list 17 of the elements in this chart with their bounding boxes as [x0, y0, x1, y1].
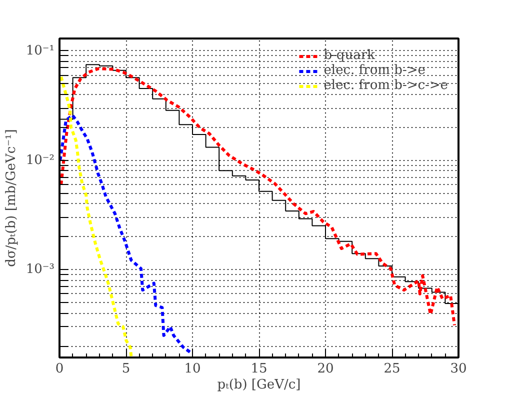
x-tick-label: 0 [55, 362, 64, 376]
y-tick-label: 10⁻³ [26, 262, 55, 278]
legend-label: elec. from b->c->e [324, 78, 448, 93]
line-series [60, 114, 194, 355]
x-tick-label: 30 [450, 362, 467, 376]
x-tick-label: 15 [250, 362, 268, 376]
legend-label: b-quark [324, 48, 375, 63]
x-tick-label: 10 [184, 362, 201, 376]
x-axis-title: pₜ(b) [GeV/c] [217, 378, 301, 392]
y-tick-label: 10⁻¹ [26, 43, 55, 58]
y-axis-title: dσ/pₜ(b) [mb/GeVc⁻¹] [4, 129, 19, 267]
y-tick-label: 10⁻² [26, 152, 55, 168]
legend-label: elec. from b->e [324, 63, 426, 78]
x-tick-label: 20 [317, 362, 334, 376]
x-tick-label: 25 [384, 362, 400, 376]
x-tick-label: 5 [122, 362, 130, 376]
line-series [60, 75, 133, 358]
